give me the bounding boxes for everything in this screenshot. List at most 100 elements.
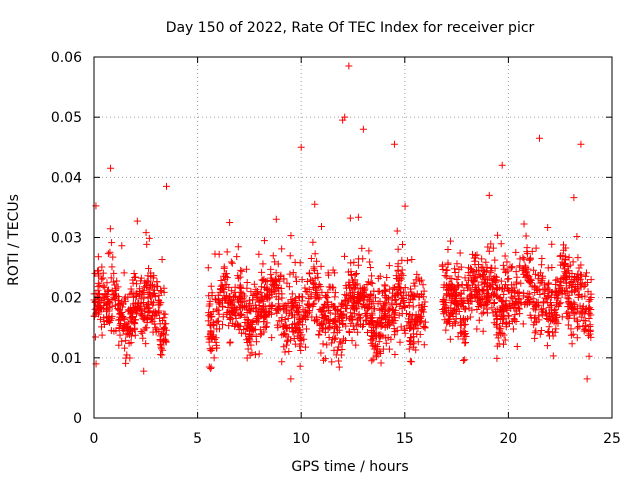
data-point bbox=[396, 338, 404, 346]
data-point bbox=[478, 286, 486, 294]
data-point bbox=[298, 276, 306, 284]
data-point bbox=[243, 284, 251, 292]
data-point bbox=[290, 301, 298, 309]
data-point bbox=[295, 319, 303, 327]
data-point bbox=[504, 275, 512, 283]
data-point bbox=[321, 300, 329, 308]
data-point bbox=[321, 312, 329, 320]
data-point bbox=[272, 215, 280, 223]
data-point bbox=[250, 280, 258, 288]
data-point bbox=[462, 339, 470, 347]
data-point bbox=[493, 331, 501, 339]
data-point bbox=[325, 271, 333, 279]
data-point bbox=[341, 252, 349, 260]
data-point bbox=[401, 202, 409, 210]
data-point bbox=[303, 278, 311, 286]
data-point bbox=[96, 298, 104, 306]
data-point bbox=[227, 258, 235, 266]
data-point bbox=[368, 357, 376, 365]
data-point bbox=[532, 244, 540, 252]
data-point bbox=[408, 358, 416, 366]
data-point bbox=[379, 345, 387, 353]
data-point bbox=[475, 270, 483, 278]
data-point bbox=[469, 276, 477, 284]
data-point bbox=[96, 281, 104, 289]
data-point bbox=[237, 310, 245, 318]
data-point bbox=[478, 310, 486, 318]
data-point bbox=[221, 296, 229, 304]
data-point bbox=[574, 291, 582, 299]
data-point bbox=[493, 273, 501, 281]
data-point bbox=[586, 330, 594, 338]
data-point bbox=[409, 296, 417, 304]
data-point bbox=[116, 331, 124, 339]
data-point bbox=[342, 296, 350, 304]
data-point bbox=[516, 255, 524, 263]
data-point bbox=[258, 268, 266, 276]
data-point bbox=[115, 316, 123, 324]
data-point bbox=[380, 286, 388, 294]
data-point bbox=[457, 314, 465, 322]
data-point bbox=[349, 276, 357, 284]
data-point bbox=[409, 303, 417, 311]
data-point bbox=[331, 293, 339, 301]
data-point bbox=[363, 328, 371, 336]
data-point bbox=[315, 294, 323, 302]
data-point bbox=[466, 313, 474, 321]
data-point bbox=[341, 297, 349, 305]
data-point bbox=[581, 307, 589, 315]
data-point bbox=[505, 275, 513, 283]
data-point bbox=[293, 277, 301, 285]
data-point bbox=[274, 260, 282, 268]
data-point bbox=[337, 310, 345, 318]
data-point bbox=[382, 294, 390, 302]
data-point bbox=[540, 290, 548, 298]
data-point bbox=[325, 307, 333, 315]
data-point bbox=[494, 334, 502, 342]
data-point bbox=[372, 351, 380, 359]
data-point bbox=[205, 335, 213, 343]
data-point bbox=[207, 282, 215, 290]
data-point bbox=[339, 300, 347, 308]
x-tick-label: 0 bbox=[90, 431, 99, 447]
data-point bbox=[522, 232, 530, 240]
data-point bbox=[255, 350, 263, 358]
data-point bbox=[499, 261, 507, 269]
data-point bbox=[224, 299, 232, 307]
data-point bbox=[367, 339, 375, 347]
data-point bbox=[525, 272, 533, 280]
data-point bbox=[277, 271, 285, 279]
data-point bbox=[316, 306, 324, 314]
data-point bbox=[441, 272, 449, 280]
data-point bbox=[538, 278, 546, 286]
data-point bbox=[470, 273, 478, 281]
data-point bbox=[538, 261, 546, 269]
data-point bbox=[365, 320, 373, 328]
data-point bbox=[415, 274, 423, 282]
data-point bbox=[215, 310, 223, 318]
data-point bbox=[519, 254, 527, 262]
data-point bbox=[394, 262, 402, 270]
data-point bbox=[236, 284, 244, 292]
data-point bbox=[359, 125, 367, 133]
data-point bbox=[137, 274, 145, 282]
data-point bbox=[393, 275, 401, 283]
data-point bbox=[291, 320, 299, 328]
data-point bbox=[111, 281, 119, 289]
data-point bbox=[142, 324, 150, 332]
data-point bbox=[109, 253, 117, 261]
data-point bbox=[398, 241, 406, 249]
data-point bbox=[487, 269, 495, 277]
data-point bbox=[552, 325, 560, 333]
data-point bbox=[496, 316, 504, 324]
data-point bbox=[280, 275, 288, 283]
data-point bbox=[223, 292, 231, 300]
data-point bbox=[360, 284, 368, 292]
data-point bbox=[493, 323, 501, 331]
data-point bbox=[346, 214, 354, 222]
data-point bbox=[121, 324, 129, 332]
data-point bbox=[338, 301, 346, 309]
data-point bbox=[492, 292, 500, 300]
data-point bbox=[248, 349, 256, 357]
data-point bbox=[564, 321, 572, 329]
